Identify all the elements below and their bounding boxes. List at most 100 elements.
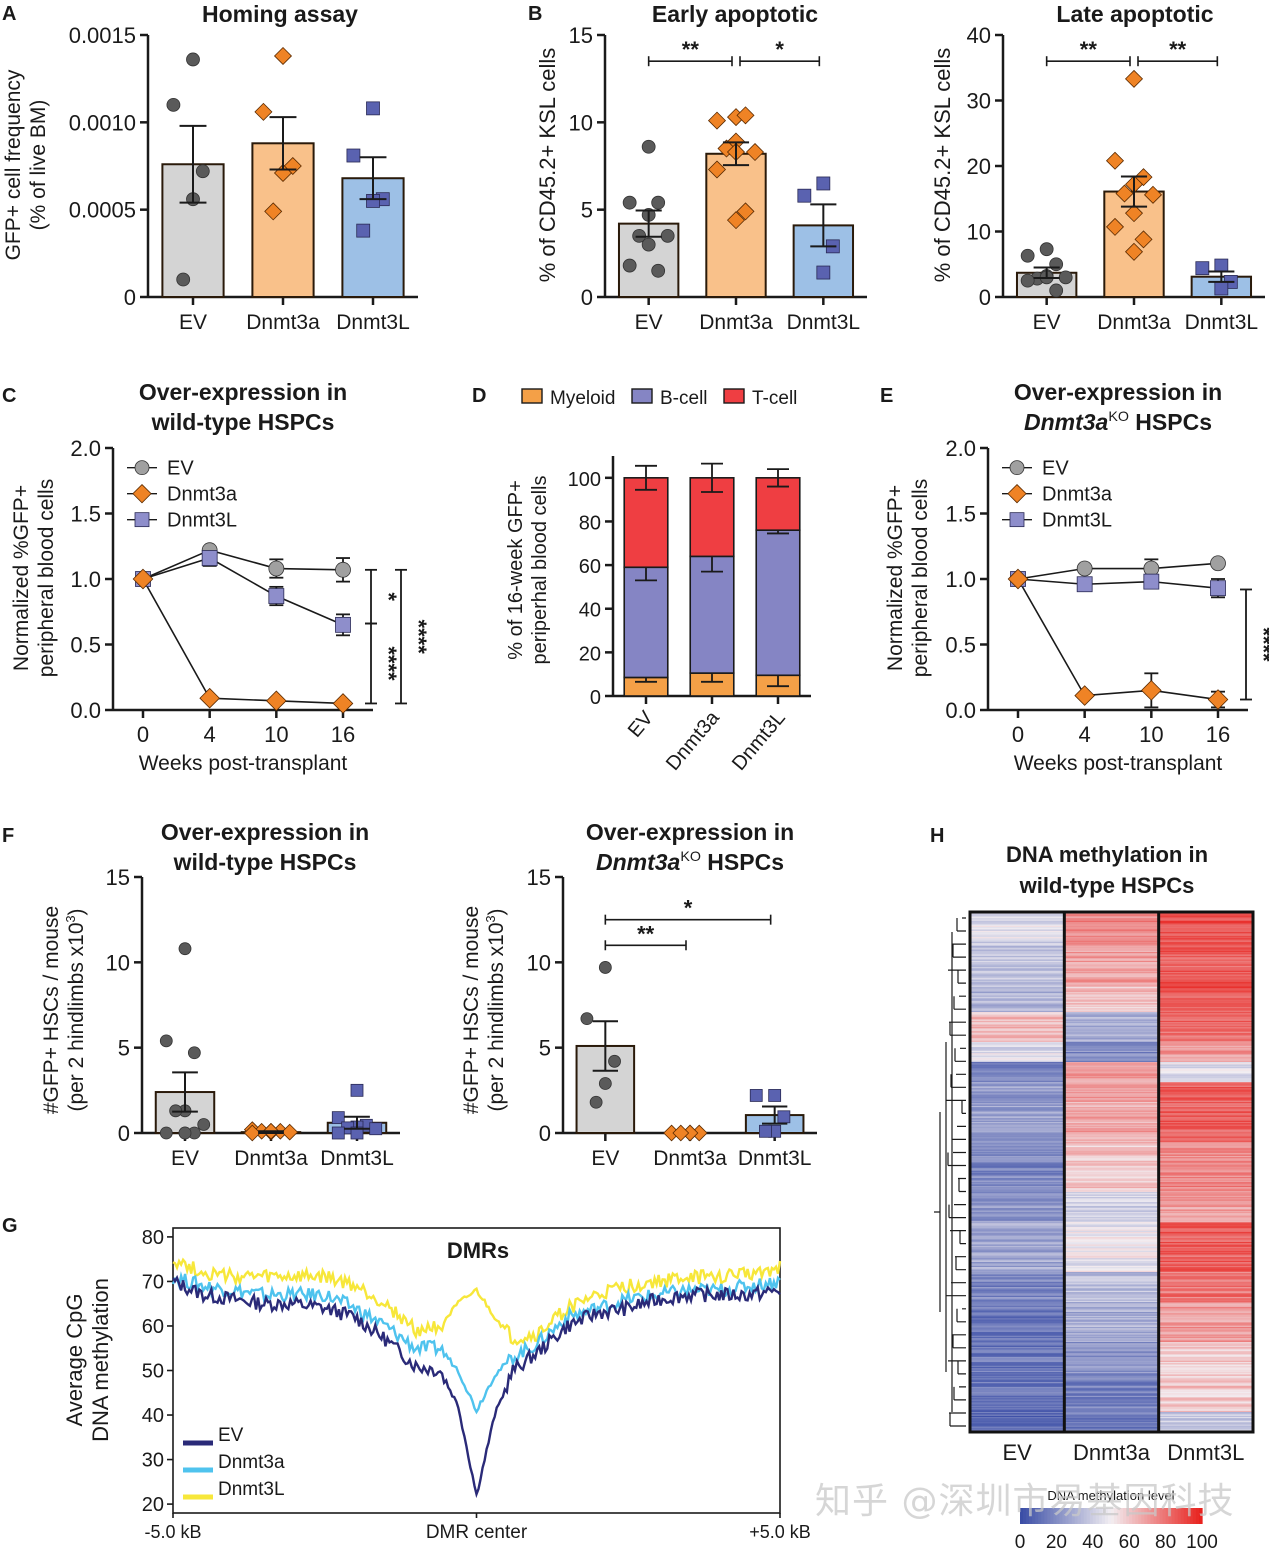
heatmap-cell xyxy=(1064,1074,1160,1077)
y-tick-label: 2.0 xyxy=(945,436,976,461)
heatmap-cell xyxy=(1158,1268,1254,1271)
heatmap-cell xyxy=(1158,1333,1254,1336)
heatmap-cell xyxy=(1158,1405,1254,1408)
heatmap-cell xyxy=(1064,1265,1160,1268)
heatmap-cell xyxy=(970,1200,1065,1203)
heatmap-cell xyxy=(1064,1177,1160,1179)
heatmap-cell xyxy=(1064,924,1160,927)
heatmap-cell xyxy=(1064,1125,1160,1128)
series-line-dnmt3l xyxy=(1017,578,1219,589)
heatmap-cell xyxy=(1064,1410,1160,1413)
heatmap-cell xyxy=(970,1000,1065,1003)
heatmap-cell xyxy=(1158,1085,1254,1088)
heatmap-cell xyxy=(1158,1347,1254,1349)
heatmap-cell xyxy=(970,1230,1065,1233)
colorbar-segment xyxy=(1086,1508,1091,1524)
chart-title: Over-expression in xyxy=(1014,379,1222,405)
heatmap-cell xyxy=(1064,1058,1160,1061)
heatmap-cell xyxy=(970,1004,1065,1007)
heatmap-cell xyxy=(970,1288,1065,1291)
data-point xyxy=(660,228,675,243)
heatmap-cell xyxy=(1158,978,1254,981)
heatmap-cell xyxy=(1158,1385,1254,1388)
heatmap-cell xyxy=(1064,1380,1160,1383)
heatmap-cell xyxy=(1158,1388,1254,1391)
heatmap-cell xyxy=(1064,1362,1160,1364)
heatmap-cell xyxy=(1158,1290,1254,1293)
heatmap-cell xyxy=(1064,1109,1160,1112)
heatmap-cell xyxy=(1064,928,1160,931)
heatmap-cell xyxy=(1064,978,1160,981)
heatmap-cell xyxy=(1158,1065,1254,1068)
heatmap-cell xyxy=(970,1149,1065,1152)
heatmap-cell xyxy=(970,1400,1065,1403)
heatmap-cell xyxy=(1064,1352,1160,1354)
x-tick-label: Dnmt3a xyxy=(234,1147,308,1170)
heatmap-cell xyxy=(970,940,1065,943)
series-line-ev xyxy=(142,549,344,580)
heatmap-cell xyxy=(970,983,1065,986)
heatmap-cell xyxy=(970,1027,1065,1029)
x-tick-label: Dnmt3L xyxy=(787,311,861,334)
heatmap-cell xyxy=(970,1215,1065,1218)
data-point xyxy=(580,1012,594,1026)
heatmap-cell xyxy=(970,1187,1065,1189)
heatmap-cell xyxy=(1064,998,1160,1001)
heatmap-cell xyxy=(1064,1247,1160,1249)
heatmap-cell xyxy=(970,1142,1065,1144)
heatmap-cell xyxy=(1064,1358,1160,1361)
data-point xyxy=(1134,230,1153,249)
heatmap-cell xyxy=(970,1155,1065,1158)
heatmap-cell xyxy=(1158,1312,1254,1314)
heatmap-cell xyxy=(1158,1047,1254,1049)
heatmap-cell xyxy=(1064,927,1160,929)
y-axis-label: GFP+ cell frequency xyxy=(2,69,25,260)
heatmap-cell xyxy=(1158,1177,1254,1179)
chart-title: Dnmt3aKO HSPCs xyxy=(596,849,784,875)
heatmap-cell xyxy=(1158,1247,1254,1249)
heatmap-cell xyxy=(1158,1068,1254,1071)
heatmap-cell xyxy=(1158,1028,1254,1031)
heatmap-cell xyxy=(970,1384,1065,1387)
heatmap-cell xyxy=(1064,1402,1160,1404)
heatmap-cell xyxy=(1064,1179,1160,1182)
heatmap-cell xyxy=(970,1313,1065,1316)
heatmap-cell xyxy=(970,1360,1065,1363)
heatmap-cell xyxy=(1064,1228,1160,1231)
heatmap-cell xyxy=(1158,1252,1254,1254)
heatmap-cell xyxy=(1158,1108,1254,1111)
colorbar-segment xyxy=(1065,1508,1070,1524)
heatmap-cell xyxy=(1158,1123,1254,1126)
significance-label: ** xyxy=(682,37,700,62)
colorbar-segment xyxy=(1183,1508,1188,1524)
heatmap-cell xyxy=(970,1107,1065,1109)
heatmap-cell xyxy=(1064,967,1160,969)
heatmap-cell xyxy=(1064,992,1160,994)
heatmap-cell xyxy=(970,922,1065,924)
heatmap-cell xyxy=(1158,965,1254,968)
heatmap-cell xyxy=(1064,1133,1160,1136)
heatmap-cell xyxy=(1064,943,1160,946)
heatmap-cell xyxy=(1158,1300,1254,1303)
heatmap-cell xyxy=(1158,1138,1254,1141)
heatmap-cell xyxy=(1064,1004,1160,1007)
heatmap-cell xyxy=(970,1203,1065,1206)
heatmap-cell xyxy=(970,1114,1065,1117)
heatmap-cell xyxy=(970,1055,1065,1058)
heatmap-cell xyxy=(970,1075,1065,1078)
heatmap-cell xyxy=(970,1397,1065,1399)
y-tick-label: 40 xyxy=(579,600,601,622)
heatmap-cell xyxy=(970,1084,1065,1087)
heatmap-cell xyxy=(1064,915,1160,918)
heatmap-cell xyxy=(970,1100,1065,1103)
colorbar-segment xyxy=(1147,1508,1152,1524)
heatmap-cell xyxy=(1158,1265,1254,1268)
heatmap-cell xyxy=(970,965,1065,968)
heatmap-cell xyxy=(1064,1079,1160,1082)
heatmap-cell xyxy=(1158,1035,1254,1038)
heatmap-cell xyxy=(1158,992,1254,994)
y-axis-label: % of 16-week GFP+ xyxy=(505,480,527,660)
heatmap-cell xyxy=(1064,1315,1160,1318)
heatmap-cell xyxy=(1064,1367,1160,1369)
heatmap-cell xyxy=(1158,1338,1254,1341)
